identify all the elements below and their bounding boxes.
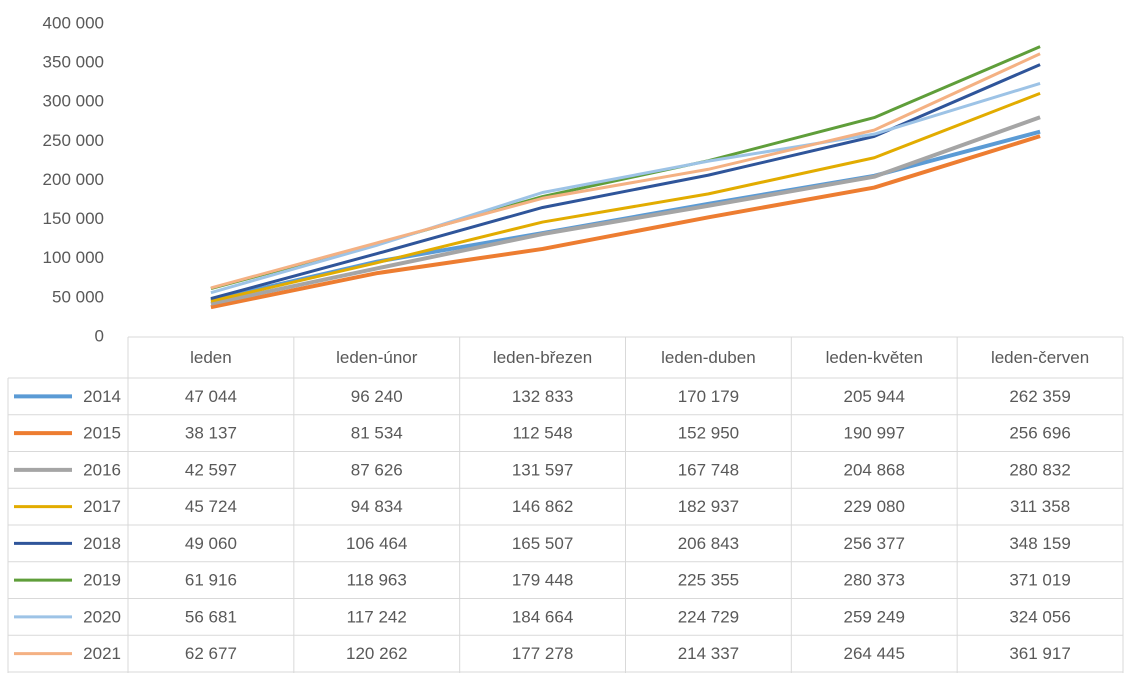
table-value: 177 278 (512, 644, 573, 663)
table-value: 256 696 (1009, 424, 1070, 443)
table-value: 256 377 (844, 534, 905, 553)
x-tick-label: leden-červen (991, 348, 1089, 367)
table-value: 229 080 (844, 497, 905, 516)
table-value: 182 937 (678, 497, 739, 516)
table-value: 45 724 (185, 497, 237, 516)
table-value: 38 137 (185, 424, 237, 443)
table-value: 42 597 (185, 460, 237, 479)
y-tick-label: 50 000 (52, 287, 104, 306)
table-value: 361 917 (1009, 644, 1070, 663)
table-value: 179 448 (512, 571, 573, 590)
legend-label: 2014 (83, 387, 121, 406)
table-value: 61 916 (185, 571, 237, 590)
legend-label: 2017 (83, 497, 121, 516)
y-tick-label: 350 000 (43, 53, 104, 72)
y-tick-label: 0 (95, 326, 104, 345)
table-value: 184 664 (512, 607, 573, 626)
x-tick-label: leden (190, 348, 232, 367)
table-value: 112 548 (512, 424, 572, 443)
table-value: 81 534 (351, 424, 403, 443)
legend-label: 2019 (83, 571, 121, 590)
table-value: 96 240 (351, 387, 403, 406)
series-line (210, 115, 1041, 306)
table-value: 224 729 (678, 607, 739, 626)
table-value: 146 862 (512, 497, 573, 516)
x-tick-label: leden-únor (336, 348, 418, 367)
table-value: 165 507 (512, 534, 573, 553)
table-value: 56 681 (185, 607, 237, 626)
legend-label: 2016 (83, 460, 121, 479)
table-value: 264 445 (844, 644, 905, 663)
x-tick-label: leden-duben (661, 348, 756, 367)
table-value: 225 355 (678, 571, 739, 590)
table-value: 167 748 (678, 460, 739, 479)
table-value: 324 056 (1009, 607, 1070, 626)
table-value: 49 060 (185, 534, 237, 553)
table-value: 206 843 (678, 534, 739, 553)
table-value: 190 997 (844, 424, 905, 443)
table-value: 132 833 (512, 387, 573, 406)
table-value: 131 597 (512, 460, 573, 479)
table-value: 106 464 (346, 534, 407, 553)
series-line (210, 129, 1041, 303)
table-value: 120 262 (346, 644, 407, 663)
table-value: 62 677 (185, 644, 237, 663)
legend-label: 2018 (83, 534, 121, 553)
x-tick-label: leden-březen (493, 348, 592, 367)
legend-label: 2020 (83, 607, 121, 626)
y-tick-label: 400 000 (43, 13, 104, 32)
y-tick-label: 100 000 (43, 248, 104, 267)
y-tick-label: 150 000 (43, 209, 104, 228)
table-value: 280 832 (1009, 460, 1070, 479)
table-value: 47 044 (185, 387, 237, 406)
table-value: 94 834 (351, 497, 403, 516)
table-value: 205 944 (844, 387, 905, 406)
x-tick-label: leden-květen (826, 348, 923, 367)
legend-label: 2015 (83, 424, 121, 443)
table-value: 311 358 (1010, 497, 1070, 516)
y-tick-label: 300 000 (43, 92, 104, 111)
table-value: 170 179 (678, 387, 739, 406)
series-line (210, 91, 1041, 303)
y-tick-label: 250 000 (43, 131, 104, 150)
y-tick-label: 200 000 (43, 170, 104, 189)
legend-label: 2021 (83, 644, 121, 663)
series-line (210, 45, 1041, 290)
table-value: 280 373 (844, 571, 905, 590)
table-value: 204 868 (844, 460, 905, 479)
table-value: 214 337 (678, 644, 739, 663)
series-line (210, 134, 1041, 310)
table-value: 371 019 (1009, 571, 1070, 590)
table-value: 118 963 (347, 571, 407, 590)
series-line (210, 81, 1041, 295)
table-value: 348 159 (1009, 534, 1070, 553)
table-value: 152 950 (678, 424, 739, 443)
series-line (210, 52, 1041, 290)
table-value: 87 626 (351, 460, 403, 479)
table-value: 259 249 (844, 607, 905, 626)
table-value: 262 359 (1009, 387, 1070, 406)
table-value: 117 242 (347, 607, 407, 626)
